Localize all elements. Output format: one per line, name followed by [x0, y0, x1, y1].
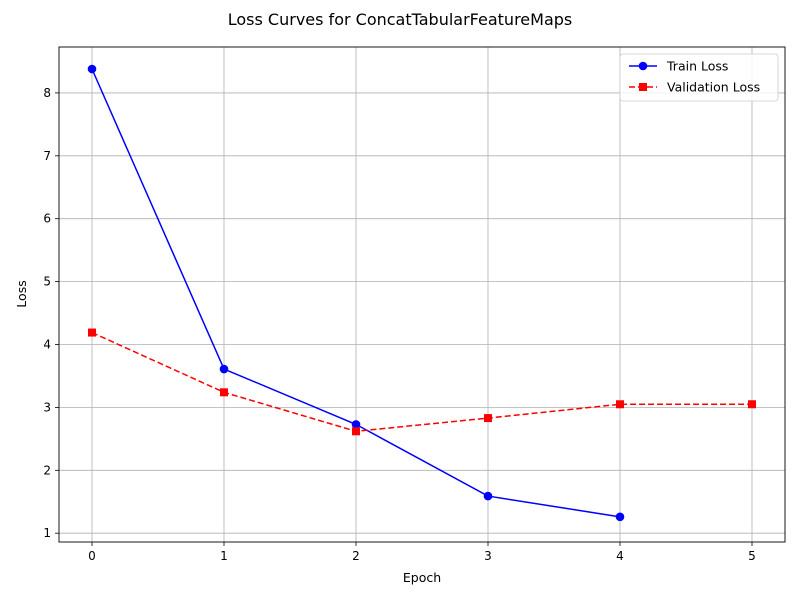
- data-point-circle: [219, 364, 229, 374]
- x-tick-label: 3: [484, 549, 492, 563]
- y-axis-label: Loss: [14, 280, 29, 307]
- x-tick-label: 5: [748, 549, 756, 563]
- y-tick-label: 1: [43, 526, 51, 540]
- y-tick-label: 6: [43, 212, 51, 226]
- x-tick-label: 1: [220, 549, 228, 563]
- y-tick-label: 2: [43, 463, 51, 477]
- chart-title: Loss Curves for ConcatTabularFeatureMaps: [228, 10, 572, 29]
- x-tick-label: 2: [352, 549, 360, 563]
- x-axis-label: Epoch: [403, 570, 441, 585]
- legend-label-0: Train Loss: [666, 59, 728, 74]
- data-point-square: [220, 388, 228, 397]
- series-line-1: [91, 331, 752, 433]
- y-tick-label: 7: [43, 149, 51, 163]
- data-point-square: [748, 400, 756, 409]
- data-point-square: [616, 400, 624, 409]
- legend-label-1: Validation Loss: [667, 80, 760, 95]
- y-tick-label: 5: [43, 275, 51, 289]
- data-point-square: [352, 427, 360, 436]
- x-tick-label: 0: [88, 549, 96, 563]
- y-tick-label: 4: [43, 338, 51, 352]
- data-point-square: [88, 328, 96, 337]
- legend-box: [619, 53, 779, 102]
- legend-marker-square: [639, 83, 647, 91]
- series-layer: [87, 64, 756, 522]
- legend: Train Loss Validation Loss: [619, 53, 779, 102]
- data-point-circle: [483, 491, 493, 501]
- data-point-circle: [351, 420, 361, 429]
- data-point-circle: [87, 64, 97, 74]
- data-point-square: [484, 414, 492, 423]
- x-tick-label: 4: [616, 549, 624, 563]
- y-tick-label: 3: [43, 400, 51, 414]
- axis-ticks: 0 1 2 3 4 5 1 2 3 4 5 6 7 8: [43, 86, 755, 563]
- plot-frame: [58, 46, 786, 543]
- y-tick-label: 8: [43, 86, 51, 100]
- legend-marker-circle: [638, 61, 648, 71]
- data-point-circle: [615, 512, 625, 522]
- grid: [59, 47, 785, 542]
